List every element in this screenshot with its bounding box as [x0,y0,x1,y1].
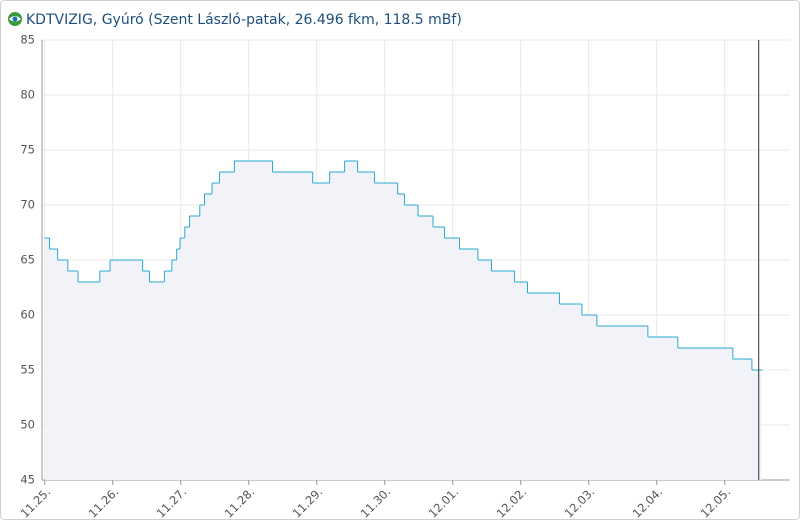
y-tick-label: 60 [20,308,35,322]
y-tick-label: 55 [20,363,35,377]
y-tick-label: 75 [20,143,35,157]
logo [8,12,22,26]
y-tick-label: 70 [20,198,35,212]
y-tick-label: 50 [20,418,35,432]
chart-title: KDTVIZIG, Gyúró (Szent László-patak, 26.… [26,12,462,28]
y-tick-label: 85 [20,33,35,47]
y-tick-label: 65 [20,253,35,267]
area [44,161,762,480]
y-tick-label: 80 [20,88,35,102]
y-tick-label: 45 [20,473,35,487]
